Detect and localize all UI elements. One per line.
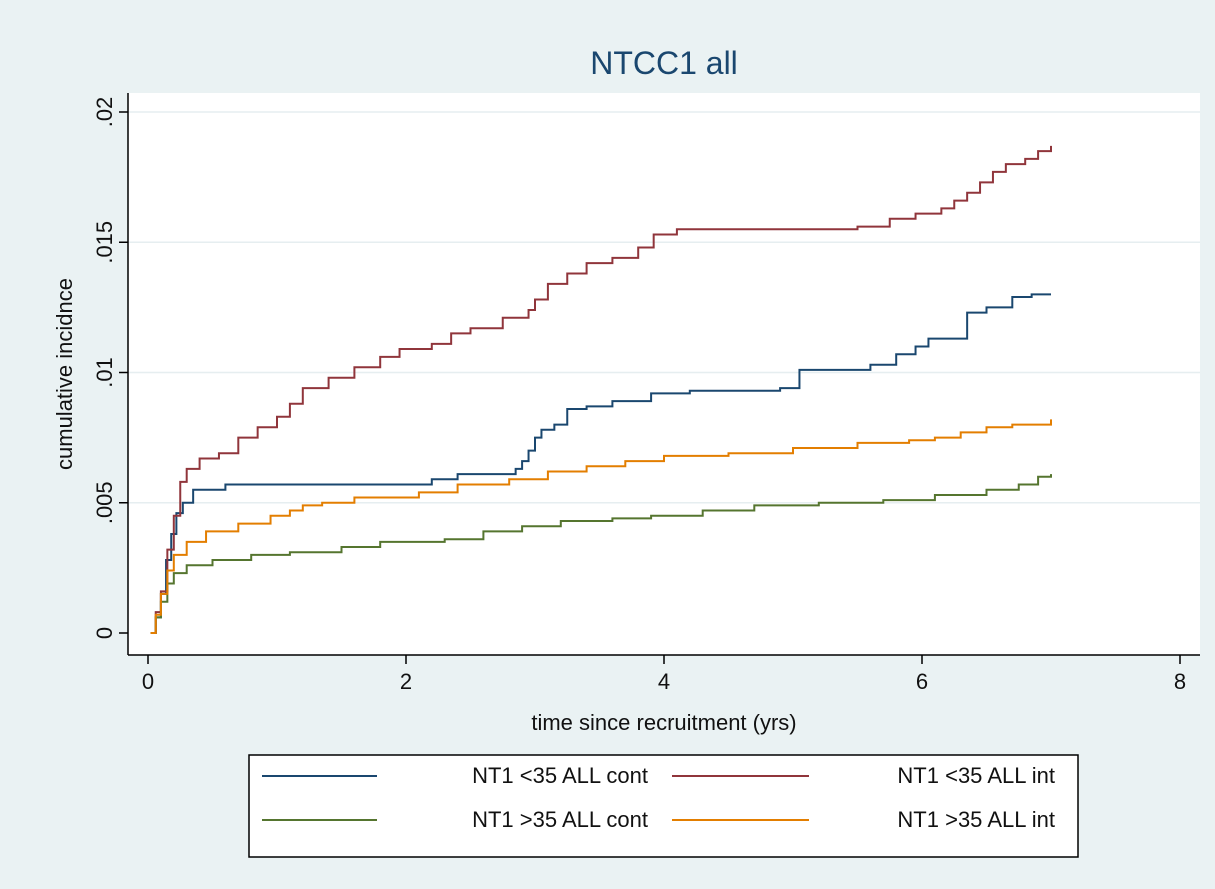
series-line-1	[150, 145, 1052, 634]
chart-title: NTCC1 all	[590, 45, 738, 81]
gridlines	[128, 111, 1200, 504]
legend: NT1 <35 ALL cont NT1 <35 ALL int NT1 >35 A…	[248, 754, 1079, 858]
legend-label-1: NT1 <35 ALL int	[897, 763, 1055, 788]
x-axis-label: time since recruitment (yrs)	[531, 710, 796, 735]
legend-box	[248, 754, 1079, 858]
x-tick-label-2: 4	[658, 669, 670, 694]
y-tick-label-2: .01	[92, 357, 117, 388]
y-axis-label: cumulative incidnce	[52, 278, 77, 470]
y-tick-label-1: .005	[92, 481, 117, 524]
plot-area	[128, 93, 1200, 655]
legend-label-2: NT1 >35 ALL cont	[472, 807, 648, 832]
series-line-3	[150, 419, 1052, 634]
x-tick-label-1: 2	[400, 669, 412, 694]
y-tick-label-3: .015	[92, 221, 117, 264]
legend-label-0: NT1 <35 ALL cont	[472, 763, 648, 788]
x-tick-label-3: 6	[916, 669, 928, 694]
x-tick-label-4: 8	[1174, 669, 1186, 694]
x-tick-label-0: 0	[142, 669, 154, 694]
y-tick-label-0: 0	[92, 627, 117, 639]
legend-label-3: NT1 >35 ALL int	[897, 807, 1055, 832]
y-tick-label-4: .02	[92, 97, 117, 128]
series-lines	[150, 145, 1052, 634]
series-line-2	[150, 474, 1052, 634]
axes: 0 2 4 6 8 0 .005 .01 .015 .02	[92, 93, 1200, 694]
